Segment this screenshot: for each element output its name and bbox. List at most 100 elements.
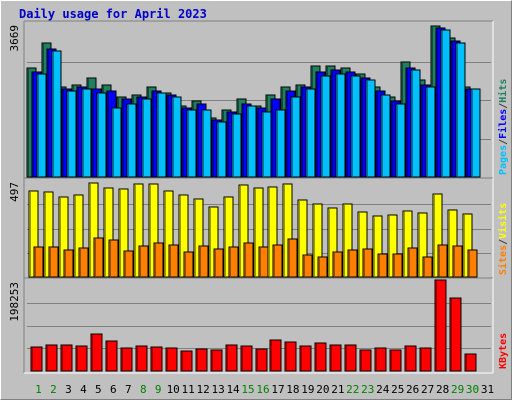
bar-sites-day-30 xyxy=(467,249,478,278)
bar-kbytes-day-23 xyxy=(359,349,372,372)
bar-sites-day-5 xyxy=(93,237,104,278)
bar-sites-day-22 xyxy=(347,249,358,278)
bar-pages-day-4 xyxy=(81,88,92,178)
bar-kbytes-day-13 xyxy=(210,349,223,372)
bar-sites-day-18 xyxy=(287,238,298,278)
bar-sites-day-28 xyxy=(437,244,448,278)
ymax-label: 198253 xyxy=(8,282,21,322)
legend-sites: Sites xyxy=(497,245,509,275)
bar-pages-day-23 xyxy=(365,79,376,178)
x-label-day-15: 15 xyxy=(241,383,254,396)
x-label-day-30: 30 xyxy=(466,383,479,396)
bar-pages-day-30 xyxy=(470,88,481,178)
x-label-day-2: 2 xyxy=(50,383,57,396)
bar-kbytes-day-28 xyxy=(434,279,447,372)
legend: Sites/Visits xyxy=(497,203,509,275)
legend-files: Files xyxy=(497,109,509,139)
x-label-day-18: 18 xyxy=(286,383,299,396)
x-label-day-17: 17 xyxy=(271,383,284,396)
x-label-day-27: 27 xyxy=(421,383,434,396)
bar-kbytes-day-12 xyxy=(195,348,208,372)
bar-pages-day-6 xyxy=(111,107,122,178)
bar-kbytes-day-18 xyxy=(284,341,297,372)
bar-pages-day-7 xyxy=(126,103,137,178)
bar-sites-day-25 xyxy=(392,253,403,278)
bar-sites-day-12 xyxy=(198,245,209,278)
bar-sites-day-11 xyxy=(183,251,194,278)
x-label-day-24: 24 xyxy=(376,383,390,396)
bar-pages-day-2 xyxy=(51,50,62,178)
bar-pages-day-22 xyxy=(350,75,361,178)
x-label-day-7: 7 xyxy=(125,383,132,396)
legend-visits: Visits xyxy=(497,203,509,239)
bar-pages-day-29 xyxy=(455,42,466,178)
bar-kbytes-day-4 xyxy=(75,345,88,372)
bar-sites-day-2 xyxy=(48,246,59,278)
bar-kbytes-day-9 xyxy=(150,346,163,372)
bar-kbytes-day-17 xyxy=(269,339,282,372)
bar-pages-day-19 xyxy=(305,88,316,178)
bar-sites-day-27 xyxy=(422,256,433,278)
bar-sites-day-20 xyxy=(317,256,328,278)
bar-pages-day-9 xyxy=(156,92,167,178)
bar-pages-day-12 xyxy=(201,109,212,178)
bar-pages-day-5 xyxy=(96,92,107,178)
x-label-day-9: 9 xyxy=(155,383,162,396)
x-label-day-5: 5 xyxy=(95,383,102,396)
bar-kbytes-day-22 xyxy=(344,344,357,372)
bar-kbytes-day-26 xyxy=(404,345,417,372)
ymax-label: 3669 xyxy=(8,25,21,52)
bar-kbytes-day-16 xyxy=(255,348,268,372)
bar-kbytes-day-21 xyxy=(329,344,342,372)
bar-pages-day-15 xyxy=(246,105,257,178)
x-label-day-10: 10 xyxy=(167,383,180,396)
bar-pages-day-24 xyxy=(380,94,391,178)
bar-kbytes-day-1 xyxy=(30,346,43,372)
bar-pages-day-20 xyxy=(320,75,331,178)
x-label-day-4: 4 xyxy=(80,383,87,396)
x-label-day-11: 11 xyxy=(182,383,195,396)
bar-kbytes-day-19 xyxy=(299,345,312,372)
bar-sites-day-10 xyxy=(168,244,179,278)
x-label-day-22: 22 xyxy=(346,383,359,396)
x-label-day-28: 28 xyxy=(436,383,449,396)
bar-kbytes-day-7 xyxy=(120,347,133,372)
bar-sites-day-4 xyxy=(78,247,89,278)
bar-pages-day-28 xyxy=(440,29,451,178)
bar-pages-day-26 xyxy=(410,69,421,178)
panel-kbytes: 198253 KBytes xyxy=(8,277,509,374)
x-label-day-21: 21 xyxy=(331,383,344,396)
bar-sites-day-1 xyxy=(33,246,44,278)
bar-sites-day-17 xyxy=(272,244,283,278)
bar-kbytes-day-2 xyxy=(45,344,58,372)
x-label-day-14: 14 xyxy=(226,383,240,396)
panel-visits-sites: 497 Sites/Visits xyxy=(8,177,509,280)
legend-separator: / xyxy=(498,139,509,145)
bar-sites-day-14 xyxy=(228,246,239,278)
legend-pages: Pages xyxy=(498,145,509,175)
x-label-day-13: 13 xyxy=(211,383,224,396)
bar-sites-day-16 xyxy=(258,246,269,278)
x-label-day-25: 25 xyxy=(391,383,404,396)
chart-title: Daily usage for April 2023 xyxy=(19,7,207,21)
x-label-day-31: 31 xyxy=(481,383,494,396)
bar-kbytes-day-30 xyxy=(464,353,477,372)
x-label-day-26: 26 xyxy=(406,383,419,396)
bar-kbytes-day-6 xyxy=(105,340,118,372)
bar-kbytes-day-27 xyxy=(419,347,432,372)
legend-kbytes: KBytes xyxy=(498,333,509,369)
bar-sites-day-6 xyxy=(108,239,119,278)
bar-sites-day-26 xyxy=(407,247,418,278)
bar-pages-day-18 xyxy=(290,96,301,178)
x-label-day-3: 3 xyxy=(65,383,72,396)
bar-kbytes-day-10 xyxy=(165,347,178,372)
bar-pages-day-25 xyxy=(395,103,406,178)
bar-pages-day-21 xyxy=(335,73,346,178)
bar-pages-day-8 xyxy=(141,98,152,178)
bar-sites-day-8 xyxy=(138,245,149,278)
bar-pages-day-16 xyxy=(261,111,272,178)
ymax-label: 497 xyxy=(8,182,21,202)
bar-sites-day-23 xyxy=(362,248,373,278)
bar-pages-day-27 xyxy=(425,86,436,178)
